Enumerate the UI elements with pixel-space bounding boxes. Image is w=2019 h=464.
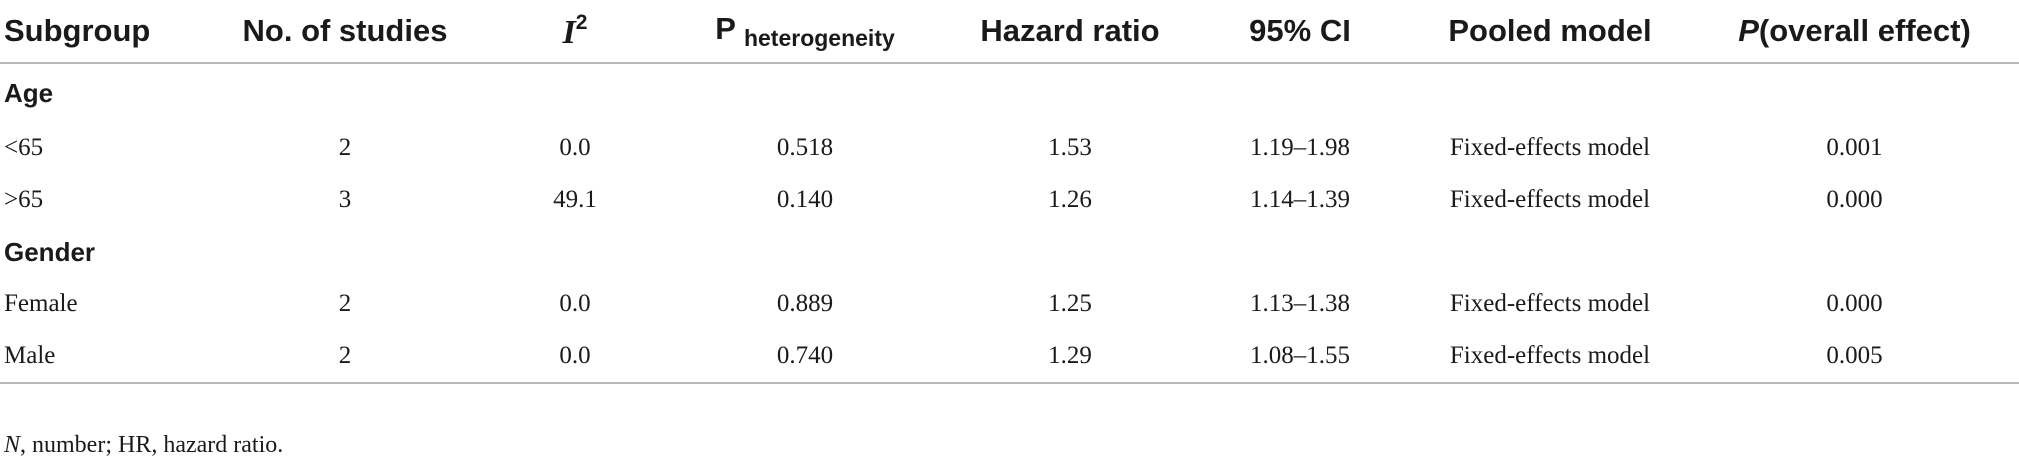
group-row-age: Age (0, 63, 2019, 122)
cell-ci: 1.19–1.98 (1250, 134, 1350, 161)
header-95-ci: 95% CI (1190, 0, 1410, 64)
table-row: >65 3 49.1 0.140 1.26 1.14–1.39 Fixed-ef… (0, 174, 2019, 226)
header-pooled-model: Pooled model (1410, 0, 1690, 64)
cell-p-overall: 0.000 (1826, 290, 1883, 317)
header-p-overall-italic: P (1738, 13, 1759, 48)
cell-model: Fixed-effects model (1410, 330, 1690, 384)
cell-p-overall: 0.005 (1690, 330, 2019, 384)
cell-p-overall: 0.000 (1826, 186, 1883, 213)
table-row: Male 2 0.0 0.740 1.29 1.08–1.55 Fixed-ef… (0, 330, 2019, 384)
header-i-squared-base: I (562, 13, 576, 51)
table-body: Age <65 2 0.0 0.518 1.53 1.19–1.98 Fixed… (0, 63, 2019, 384)
cell-p-overall: 0.001 (1826, 134, 1883, 161)
header-p-overall-effect: P(overall effect) (1690, 0, 2019, 64)
table-header: Subgroup No. of studies I2 P heterogenei… (0, 0, 2019, 64)
cell-studies: 2 (338, 290, 352, 317)
table-footnote: N, number; HR, hazard ratio. (4, 432, 283, 459)
header-p-overall-rest: (overall effect) (1758, 13, 1971, 48)
cell-studies: 2 (200, 330, 490, 384)
cell-hr: 1.53 (1048, 134, 1092, 161)
cell-model: Fixed-effects model (1449, 134, 1651, 161)
group-label-age: Age (4, 77, 54, 108)
header-i-squared: I2 (490, 0, 660, 64)
footnote-n-italic: N (4, 432, 21, 458)
header-p-heterogeneity-base: P (715, 10, 736, 46)
cell-studies: 3 (338, 186, 352, 213)
group-row-gender: Gender (0, 226, 2019, 278)
cell-model: Fixed-effects model (1449, 290, 1651, 317)
header-p-heterogeneity-sub: heterogeneity (743, 24, 895, 51)
header-p-heterogeneity: P heterogeneity (660, 0, 950, 64)
subgroup-analysis-table-container: Subgroup No. of studies I2 P heterogenei… (0, 0, 2019, 384)
cell-p-het: 0.518 (776, 134, 834, 161)
table-row: Female 2 0.0 0.889 1.25 1.13–1.38 Fixed-… (0, 278, 2019, 330)
cell-i2: 0.0 (490, 330, 660, 384)
cell-hr: 1.26 (1048, 186, 1092, 213)
cell-p-het: 0.140 (776, 186, 834, 213)
cell-hr: 1.25 (1048, 290, 1092, 317)
cell-subgroup: >65 (4, 186, 44, 213)
cell-i2: 0.0 (559, 134, 591, 161)
header-hazard-ratio: Hazard ratio (950, 0, 1190, 64)
header-subgroup: Subgroup (0, 0, 200, 64)
subgroup-analysis-table: Subgroup No. of studies I2 P heterogenei… (0, 0, 2019, 384)
table-row: <65 2 0.0 0.518 1.53 1.19–1.98 Fixed-eff… (0, 122, 2019, 174)
cell-p-het: 0.889 (776, 290, 834, 317)
cell-studies: 2 (338, 134, 352, 161)
cell-model: Fixed-effects model (1449, 186, 1651, 213)
cell-i2: 0.0 (559, 290, 591, 317)
cell-ci: 1.08–1.55 (1190, 330, 1410, 384)
cell-ci: 1.13–1.38 (1250, 290, 1350, 317)
cell-ci: 1.14–1.39 (1250, 186, 1350, 213)
cell-p-het: 0.740 (660, 330, 950, 384)
cell-subgroup: <65 (4, 134, 44, 161)
cell-subgroup: Female (4, 290, 78, 317)
group-label-gender: Gender (4, 236, 96, 267)
cell-subgroup: Male (0, 330, 200, 384)
footnote-text: , number; HR, hazard ratio. (20, 432, 284, 458)
header-no-of-studies: No. of studies (200, 0, 490, 64)
header-row: Subgroup No. of studies I2 P heterogenei… (0, 0, 2019, 64)
cell-i2: 49.1 (553, 186, 597, 213)
header-i-squared-sup: 2 (575, 10, 588, 34)
cell-hr: 1.29 (950, 330, 1190, 384)
